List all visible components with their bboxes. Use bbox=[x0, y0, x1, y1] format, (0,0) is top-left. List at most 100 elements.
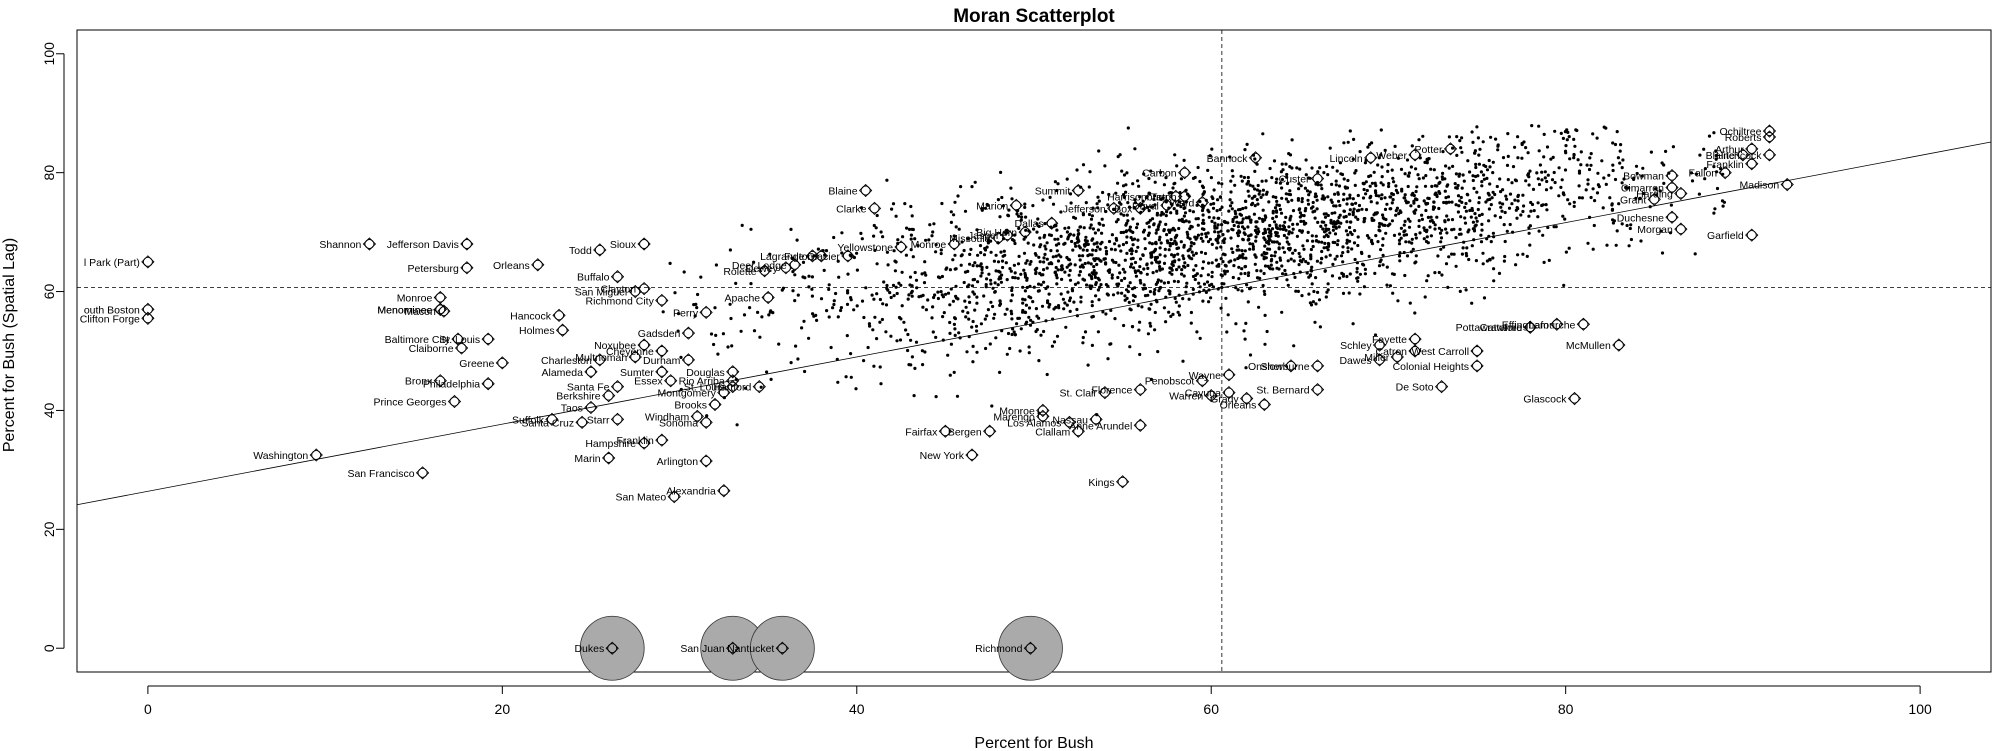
data-point bbox=[1230, 169, 1234, 173]
data-point bbox=[1524, 179, 1528, 183]
data-point bbox=[991, 304, 995, 309]
point-label: Hampshire bbox=[585, 438, 636, 450]
data-point bbox=[1588, 215, 1592, 219]
data-point bbox=[963, 270, 968, 274]
influence-marker bbox=[1073, 426, 1084, 437]
data-point bbox=[840, 251, 844, 255]
data-point bbox=[1173, 228, 1177, 232]
y-tick-label: 60 bbox=[41, 284, 57, 300]
data-point bbox=[1313, 320, 1317, 324]
data-point bbox=[1537, 124, 1541, 128]
data-point bbox=[939, 248, 943, 252]
data-point bbox=[1443, 177, 1447, 181]
influence-diamond bbox=[788, 258, 802, 272]
data-point bbox=[1314, 234, 1318, 238]
x-tick-label: 20 bbox=[495, 701, 511, 717]
data-point bbox=[1015, 322, 1019, 326]
data-point bbox=[1477, 196, 1481, 200]
data-point bbox=[859, 206, 864, 210]
data-point bbox=[1090, 343, 1094, 347]
data-point bbox=[1528, 169, 1532, 173]
data-point bbox=[923, 260, 927, 264]
influence-diamond bbox=[1009, 198, 1023, 212]
data-point bbox=[1212, 188, 1216, 192]
data-point bbox=[973, 308, 977, 312]
data-point bbox=[1551, 155, 1555, 159]
data-point bbox=[1123, 298, 1127, 302]
influence-marker bbox=[1667, 170, 1677, 181]
data-point bbox=[1398, 209, 1402, 213]
data-point bbox=[1364, 192, 1368, 196]
data-point bbox=[1055, 188, 1059, 193]
data-point bbox=[1405, 254, 1410, 258]
data-point bbox=[1164, 176, 1168, 180]
data-point bbox=[1385, 265, 1389, 269]
data-point bbox=[1142, 228, 1146, 232]
data-point bbox=[1152, 292, 1156, 296]
data-point bbox=[1400, 187, 1404, 191]
data-point bbox=[1262, 271, 1266, 276]
data-point bbox=[1210, 282, 1214, 286]
data-point bbox=[1281, 227, 1285, 231]
x-tick-label: 100 bbox=[1908, 701, 1932, 717]
data-point bbox=[1304, 173, 1308, 177]
data-point bbox=[1403, 172, 1407, 176]
data-point bbox=[1335, 254, 1339, 258]
data-point bbox=[1256, 276, 1260, 280]
influence-marker bbox=[1720, 167, 1731, 178]
data-point bbox=[875, 262, 879, 266]
data-point bbox=[1591, 247, 1595, 251]
data-point bbox=[1133, 147, 1137, 151]
data-point bbox=[1470, 208, 1474, 213]
data-point bbox=[1095, 262, 1099, 267]
data-point bbox=[1044, 247, 1048, 251]
data-point bbox=[668, 261, 672, 265]
influence-diamond bbox=[841, 249, 855, 263]
influence-marker bbox=[1135, 203, 1146, 214]
data-point bbox=[1004, 231, 1008, 235]
data-point bbox=[1370, 216, 1374, 220]
data-point bbox=[1508, 222, 1512, 227]
data-point bbox=[1447, 255, 1451, 259]
data-point bbox=[1290, 231, 1294, 235]
data-point bbox=[922, 281, 927, 285]
data-point bbox=[1542, 260, 1546, 264]
data-point bbox=[1223, 253, 1227, 257]
data-point bbox=[1242, 175, 1246, 180]
data-point bbox=[1210, 270, 1214, 274]
data-point bbox=[1298, 211, 1302, 215]
data-point bbox=[1466, 230, 1470, 234]
data-point bbox=[1642, 191, 1646, 196]
data-point bbox=[1635, 171, 1639, 176]
data-point bbox=[1228, 155, 1232, 159]
data-point bbox=[1284, 215, 1288, 219]
data-point bbox=[1239, 272, 1243, 276]
influence-diamond bbox=[1098, 385, 1112, 400]
data-point bbox=[1346, 250, 1350, 254]
data-point bbox=[1229, 179, 1233, 183]
data-point bbox=[879, 230, 883, 234]
data-point bbox=[1508, 192, 1513, 196]
data-point bbox=[1230, 207, 1234, 211]
data-point bbox=[1506, 178, 1510, 182]
data-point bbox=[931, 330, 935, 334]
data-point bbox=[1127, 300, 1131, 304]
data-point bbox=[1155, 213, 1159, 217]
data-point bbox=[1479, 170, 1483, 174]
data-point bbox=[1506, 154, 1510, 158]
data-point bbox=[1658, 189, 1662, 193]
data-point bbox=[1535, 171, 1539, 175]
data-point bbox=[1128, 307, 1132, 311]
data-point bbox=[1314, 302, 1318, 306]
data-point bbox=[1513, 145, 1517, 149]
influence-diamond bbox=[605, 641, 619, 655]
data-point bbox=[1319, 183, 1323, 187]
data-point bbox=[1223, 263, 1227, 267]
data-point bbox=[1093, 275, 1097, 279]
point-label: Rolette bbox=[723, 266, 756, 278]
data-point bbox=[749, 227, 753, 231]
data-point bbox=[1485, 237, 1489, 241]
data-point bbox=[1227, 209, 1231, 213]
data-point bbox=[1212, 216, 1216, 220]
data-point bbox=[1307, 193, 1311, 197]
